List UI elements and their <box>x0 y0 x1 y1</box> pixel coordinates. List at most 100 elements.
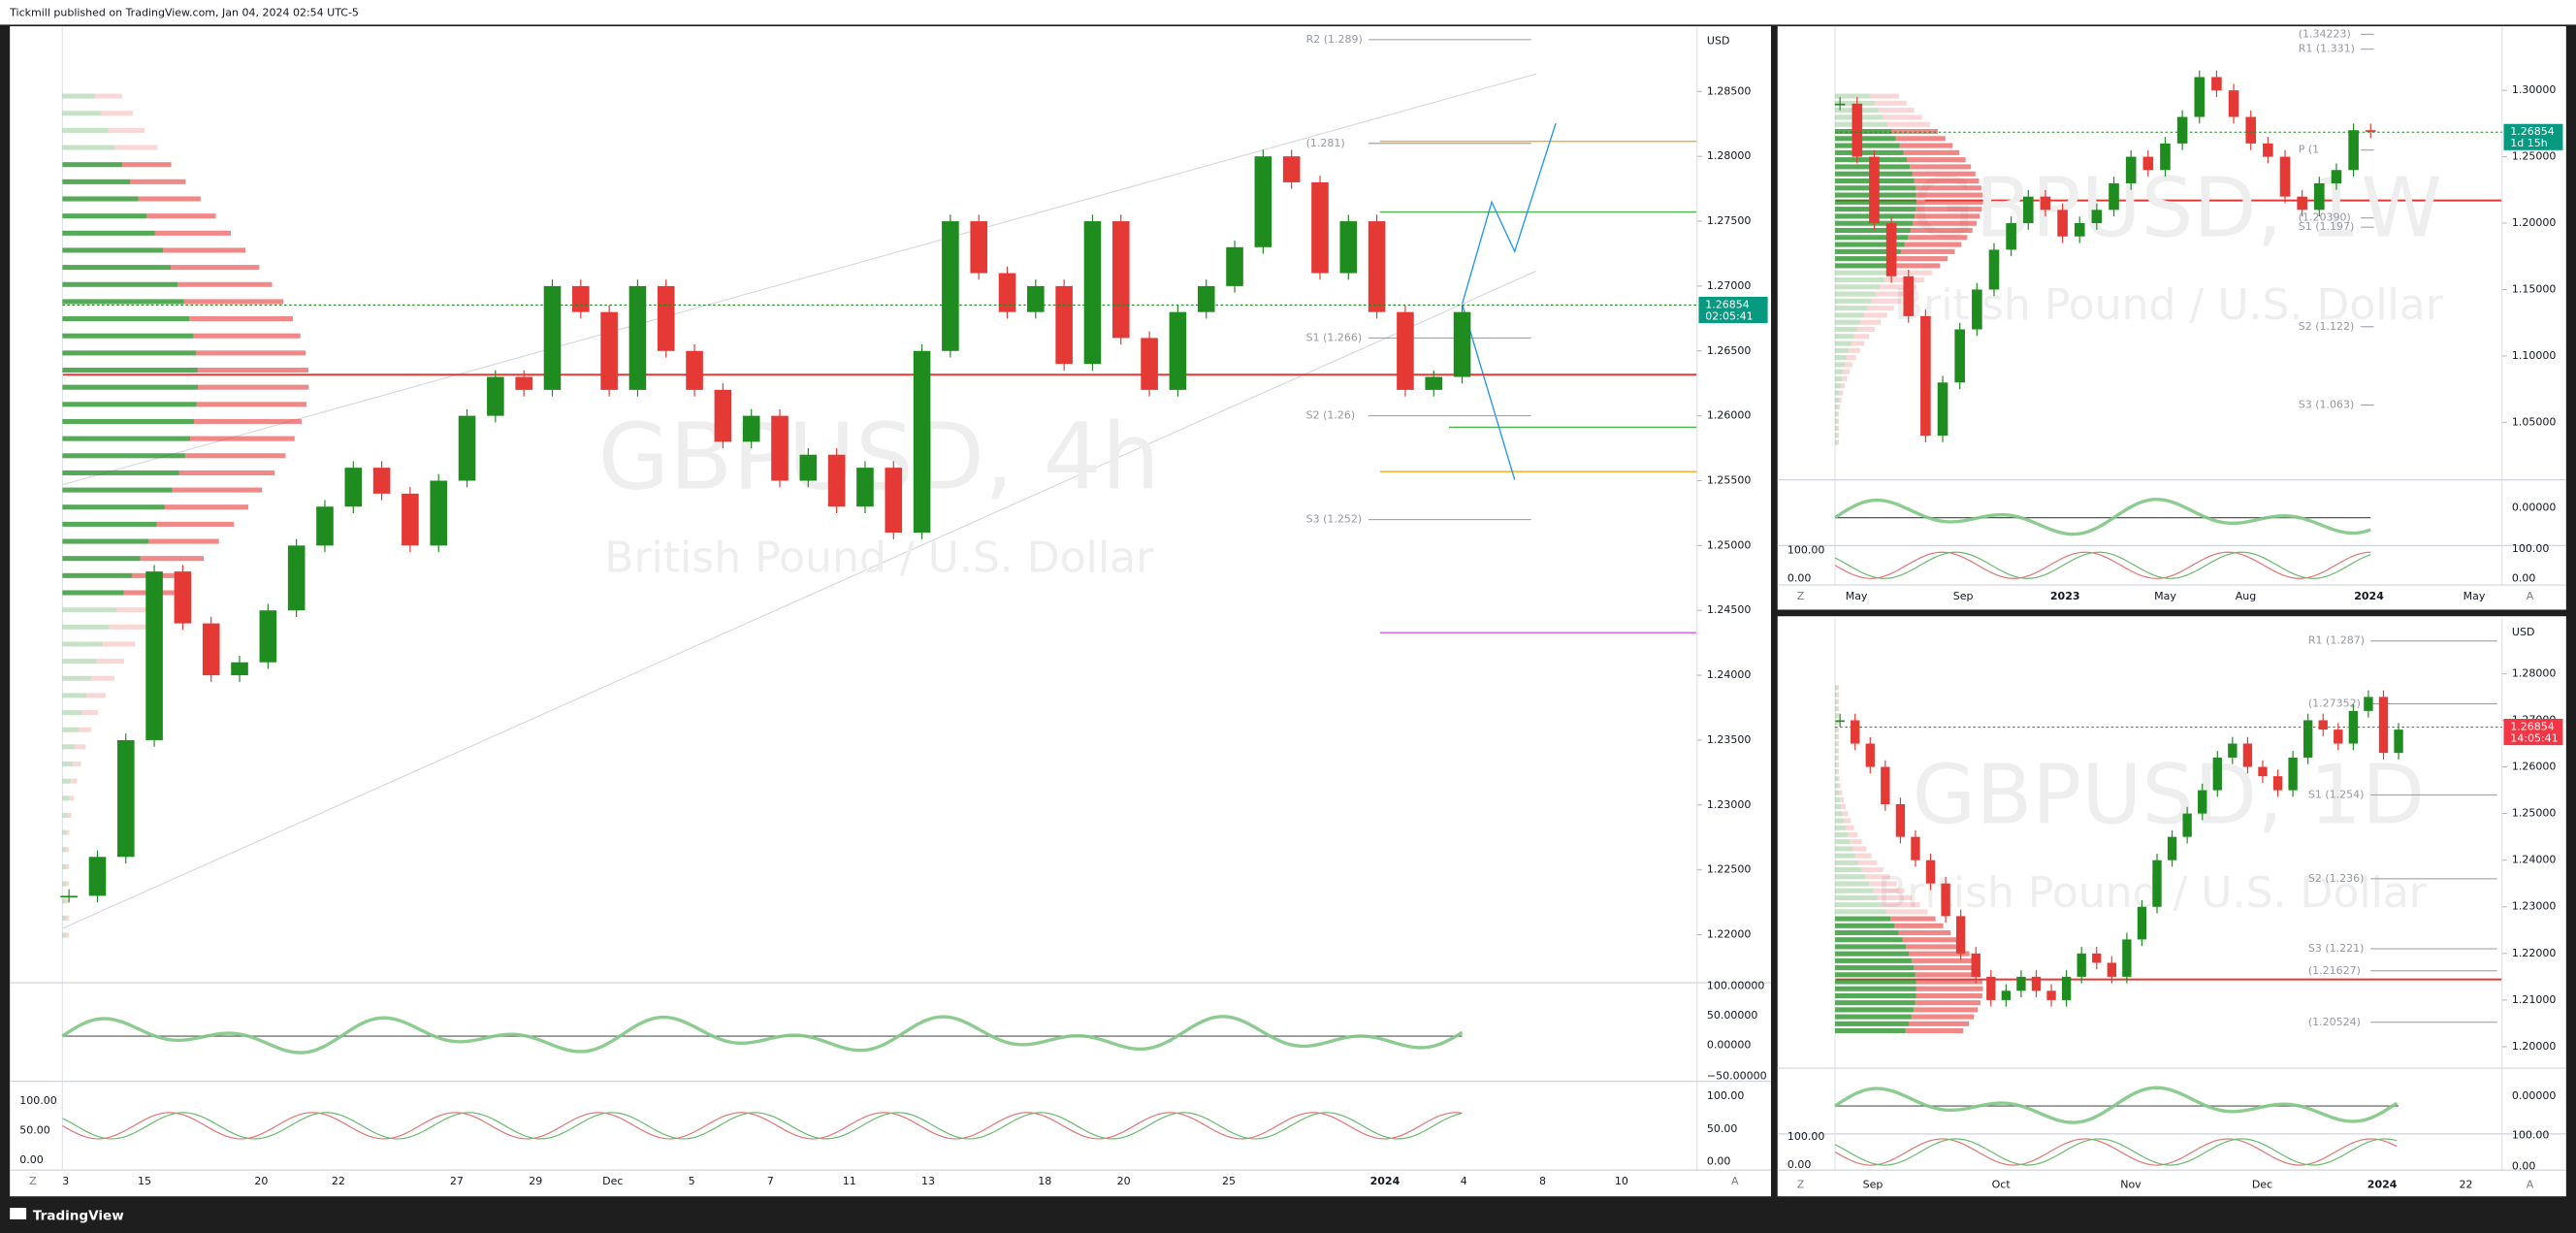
volume-profile-bar <box>85 693 106 698</box>
volume-profile-bar <box>1835 929 1899 936</box>
volume-profile-bar <box>1859 319 1882 325</box>
candle-body <box>1925 860 1936 884</box>
time-label: 7 <box>767 1175 774 1187</box>
price-label: 1.25500 <box>1707 473 1751 486</box>
pivot-label: R2 (1.289) <box>1306 33 1363 46</box>
volume-profile-bar <box>1849 347 1860 353</box>
time-label: 2024 <box>2354 590 2384 602</box>
volume-profile-bar <box>62 863 67 869</box>
volume-profile-bar <box>1835 383 1841 389</box>
volume-profile-bar <box>1883 114 1922 120</box>
volume-profile-bar <box>1835 270 1889 276</box>
volume-profile-bar <box>62 93 96 99</box>
volume-profile-bar <box>1835 390 1840 396</box>
volume-profile-bar <box>1835 972 1916 978</box>
volume-profile-bar <box>1896 256 1948 262</box>
volume-profile-bar <box>109 624 147 630</box>
candle-body <box>2031 976 2042 991</box>
price-label: 1.21000 <box>2512 993 2556 1006</box>
volume-profile-bar <box>1915 1000 1981 1006</box>
time-label: May <box>1846 590 1868 602</box>
volume-profile-bar <box>1835 1007 1914 1013</box>
volume-profile-bar <box>66 829 70 835</box>
price-label: 1.24000 <box>1707 668 1751 681</box>
stochastic-k <box>1834 1138 2398 1166</box>
volume-profile-bar <box>1837 727 1840 732</box>
footer-logo <box>10 1208 27 1219</box>
volume-profile-bar <box>1835 909 1886 915</box>
osc-label: 0.00 <box>1707 1155 1730 1168</box>
candle-body <box>1397 311 1414 390</box>
candle-body <box>600 311 618 390</box>
volume-profile-bar <box>171 265 260 271</box>
volume-profile-bar <box>1914 965 1979 971</box>
price-label: 1.27500 <box>1707 214 1751 227</box>
volume-profile-bar <box>66 863 70 869</box>
volume-profile-bar <box>148 538 219 544</box>
candle-body <box>2348 130 2359 171</box>
volume-profile-bar <box>1911 1014 1975 1020</box>
pivot-label: (1.281) <box>1306 137 1345 149</box>
volume-profile-bar <box>1835 860 1858 865</box>
volume-profile-bar <box>62 453 185 459</box>
candle-body <box>856 468 874 507</box>
osc-label: 0.00 <box>2512 1160 2535 1173</box>
osc-left-label: 0.00 <box>1787 1158 1811 1171</box>
volume-profile-bar <box>138 196 201 202</box>
volume-profile-bar <box>1909 1021 1970 1026</box>
volume-profile-bar <box>1837 762 1840 767</box>
volume-profile-bar <box>62 693 86 698</box>
candle-body <box>1282 156 1301 182</box>
candle-body <box>885 468 903 533</box>
volume-profile-bar <box>1916 986 1983 991</box>
volume-profile-bar <box>1835 326 1857 333</box>
candle-body <box>2245 116 2257 144</box>
time-label: 2023 <box>2050 590 2080 602</box>
volume-profile-bar <box>62 881 67 887</box>
header-bar <box>0 0 2576 25</box>
time-label: 18 <box>1038 1175 1051 1187</box>
candle-body <box>2302 720 2313 758</box>
volume-profile-bar <box>1873 888 1905 893</box>
price-label: 1.28500 <box>1707 84 1751 97</box>
volume-profile-bar <box>62 932 67 938</box>
volume-profile-bar <box>66 847 70 853</box>
pivot-label: (1.20524) <box>2308 1016 2361 1028</box>
volume-profile-bar <box>164 504 249 510</box>
volume-profile-bar <box>1916 199 1983 205</box>
stochastic-d <box>1834 551 2371 579</box>
candle-body <box>2077 953 2086 977</box>
volume-profile-bar <box>66 915 70 921</box>
candle-body <box>2272 776 2283 791</box>
volume-profile-bar <box>62 829 67 835</box>
volume-profile-bar <box>1837 776 1840 782</box>
volume-profile-bar <box>1916 185 1981 191</box>
projection-arrow <box>1461 122 1557 305</box>
price-label: 1.22000 <box>1707 928 1751 941</box>
candle-body <box>1083 221 1102 365</box>
last-price-badge <box>2503 719 2563 746</box>
candle-body <box>2365 130 2376 132</box>
volume-profile-bar <box>62 333 194 339</box>
osc-label: 0.00000 <box>2512 501 2556 513</box>
price-label: 1.25000 <box>2512 807 2556 820</box>
candle-body <box>1368 221 1386 312</box>
volume-profile-bar <box>1835 685 1838 691</box>
time-label: 2024 <box>1370 1175 1401 1187</box>
candle-body <box>231 662 248 676</box>
volume-profile-bar <box>62 402 197 407</box>
last-price-label: 1.26854 <box>2510 720 2554 732</box>
candle-body <box>913 350 931 533</box>
symbol-watermark: GBPUSD, 1W <box>1912 160 2442 256</box>
candle-body <box>174 571 192 624</box>
volume-profile-bar <box>1853 334 1870 340</box>
osc-label: 100.00 <box>1707 1089 1744 1102</box>
price-label: 1.26500 <box>1707 344 1751 357</box>
volume-profile-bar <box>1835 916 1891 922</box>
time-label: 25 <box>1222 1175 1236 1187</box>
volume-profile-bar <box>1891 128 1938 135</box>
osc-label: 100.00000 <box>1707 979 1764 991</box>
pivot-label: P (1 <box>2299 144 2319 156</box>
volume-profile-bar <box>1835 93 1871 99</box>
